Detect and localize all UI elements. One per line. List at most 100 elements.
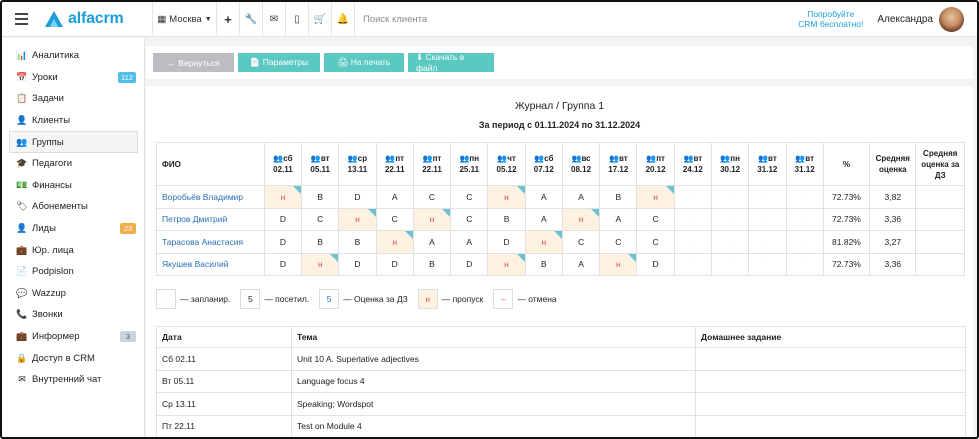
mark-cell[interactable]: н — [487, 252, 526, 276]
mark-cell[interactable]: D — [263, 207, 303, 231]
mark-cell[interactable]: · — [710, 207, 750, 231]
logo[interactable]: alfacrm — [44, 10, 148, 28]
mark-cell[interactable]: · — [748, 230, 787, 254]
lesson-row[interactable]: Пт 22.11 Test on Module 4 — [156, 414, 966, 437]
mark-cell[interactable]: C — [375, 207, 414, 231]
mark-cell[interactable]: н — [599, 252, 638, 276]
mark-cell[interactable]: · — [673, 207, 712, 231]
mark-cell[interactable]: A — [450, 230, 489, 254]
mark-cell[interactable]: н — [561, 207, 601, 231]
mail-icon[interactable]: ✉ — [262, 2, 285, 37]
mark-cell[interactable]: B — [487, 207, 526, 231]
sidebar-item-leads[interactable]: 👤 Лиды 23 — [2, 218, 144, 240]
date-header[interactable]: 👥пн 25.11 — [450, 142, 489, 186]
mark-cell[interactable]: A — [561, 252, 601, 276]
mark-cell[interactable]: A — [375, 185, 414, 209]
sidebar-item-subscriptions[interactable]: 🏷 Абонементы — [2, 196, 144, 218]
mark-cell[interactable]: · — [673, 252, 712, 276]
mark-cell[interactable]: н — [487, 185, 526, 209]
mobile-icon[interactable]: ▯ — [285, 2, 308, 37]
add-icon[interactable]: + — [216, 2, 239, 37]
user-name[interactable]: Александра — [877, 13, 933, 25]
sidebar-item-lessons[interactable]: 📅 Уроки 112 — [2, 67, 144, 89]
print-button[interactable]: 🖨 На печать — [324, 53, 404, 72]
mark-cell[interactable]: D — [263, 252, 303, 276]
mark-cell[interactable]: C — [450, 185, 489, 209]
city-selector[interactable]: ▦ Москва ▼ — [152, 2, 216, 37]
mark-cell[interactable]: B — [524, 252, 563, 276]
date-header[interactable]: 👥вт 17.12 — [599, 142, 638, 186]
mark-cell[interactable]: B — [338, 230, 377, 254]
bell-icon[interactable]: 🔔 — [331, 2, 354, 37]
mark-cell[interactable]: C — [450, 207, 489, 231]
sidebar-item-wazzup[interactable]: 💬 Wazzup — [2, 283, 144, 305]
mark-cell[interactable]: · — [785, 252, 824, 276]
mark-cell[interactable]: C — [412, 185, 452, 209]
mark-cell[interactable]: C — [599, 230, 638, 254]
lesson-row[interactable]: Ср 13.11 Speaking; Wordspot — [156, 392, 966, 416]
mark-cell[interactable]: D — [338, 185, 377, 209]
mark-cell[interactable]: B — [301, 230, 340, 254]
mark-cell[interactable]: н — [636, 185, 675, 209]
mark-cell[interactable]: D — [450, 252, 489, 276]
mark-cell[interactable]: н — [375, 230, 414, 254]
date-header[interactable]: 👥вс 08.12 — [561, 142, 601, 186]
mark-cell[interactable]: · — [785, 185, 824, 209]
sidebar-item-teachers[interactable]: 🎓 Педагоги — [2, 153, 144, 175]
sidebar-item-finances[interactable]: 💵 Финансы — [2, 175, 144, 197]
menu-icon[interactable] — [6, 2, 36, 37]
mark-cell[interactable]: н — [263, 185, 303, 209]
sidebar-item-analytics[interactable]: 📊 Аналитика — [2, 45, 144, 67]
mark-cell[interactable]: B — [301, 185, 340, 209]
mark-cell[interactable]: D — [263, 230, 303, 254]
mark-cell[interactable]: A — [412, 230, 452, 254]
mark-cell[interactable]: н — [412, 207, 452, 231]
mark-cell[interactable]: · — [673, 185, 712, 209]
mark-cell[interactable]: · — [785, 207, 824, 231]
cart-icon[interactable]: 🛒 — [308, 2, 331, 37]
sidebar-item-crm-access[interactable]: 🔒 Доступ в CRM — [2, 347, 144, 369]
lesson-row[interactable]: Вт 05.11 Language focus 4 — [156, 369, 966, 393]
mark-cell[interactable]: A — [599, 207, 638, 231]
sidebar-item-calls[interactable]: 📞 Звонки — [2, 304, 144, 326]
mark-cell[interactable]: · — [710, 185, 750, 209]
sidebar-item-tasks[interactable]: 📋 Задачи — [2, 88, 144, 110]
mark-cell[interactable]: B — [412, 252, 452, 276]
mark-cell[interactable]: C — [301, 207, 340, 231]
student-name-link[interactable]: Воробьёв Владимир — [156, 185, 265, 209]
back-button[interactable]: ← Вернуться — [153, 53, 234, 72]
mark-cell[interactable]: н — [338, 207, 377, 231]
avatar[interactable] — [939, 6, 964, 32]
mark-cell[interactable]: · — [748, 252, 787, 276]
mark-cell[interactable]: · — [785, 230, 824, 254]
date-header[interactable]: 👥ср 13.11 — [338, 142, 377, 186]
date-header[interactable]: 👥пт 22.11 — [412, 142, 452, 186]
mark-cell[interactable]: · — [710, 252, 750, 276]
date-header[interactable]: 👥пн 30.12 — [710, 142, 750, 186]
sidebar-item-legal-entities[interactable]: 💼 Юр. лица — [2, 239, 144, 261]
date-header[interactable]: 👥пт 20.12 — [636, 142, 675, 186]
params-button[interactable]: 📄 Параметры — [238, 53, 320, 72]
date-header[interactable]: 👥чт 05.12 — [487, 142, 526, 186]
sidebar-item-internal-chat[interactable]: ✉ Внутренний чат — [2, 369, 144, 391]
mark-cell[interactable]: B — [599, 185, 638, 209]
mark-cell[interactable]: D — [375, 252, 414, 276]
mark-cell[interactable]: D — [338, 252, 377, 276]
mark-cell[interactable]: A — [524, 185, 563, 209]
mark-cell[interactable]: · — [748, 185, 787, 209]
wrench-icon[interactable]: 🔧 — [239, 2, 262, 37]
client-search-input[interactable]: Поиск клиента — [354, 2, 798, 37]
mark-cell[interactable]: н — [301, 252, 340, 276]
mark-cell[interactable]: C — [561, 230, 601, 254]
sidebar-item-clients[interactable]: 👤 Клиенты — [2, 110, 144, 132]
student-name-link[interactable]: Тарасова Анастасия — [156, 230, 265, 254]
mark-cell[interactable]: C — [636, 207, 675, 231]
student-name-link[interactable]: Петров Дмитрий — [156, 207, 265, 231]
date-header[interactable]: 👥вт 05.11 — [301, 142, 340, 186]
mark-cell[interactable]: D — [487, 230, 526, 254]
student-name-link[interactable]: Якушев Василий — [156, 252, 265, 276]
download-button[interactable]: ⬇ Скачать в файл — [408, 52, 494, 73]
lesson-row[interactable]: Сб 02.11 Unit 10 A. Superlative adjective… — [156, 347, 966, 371]
mark-cell[interactable]: C — [636, 230, 675, 254]
date-header[interactable]: 👥вт 31.12 — [785, 142, 824, 186]
